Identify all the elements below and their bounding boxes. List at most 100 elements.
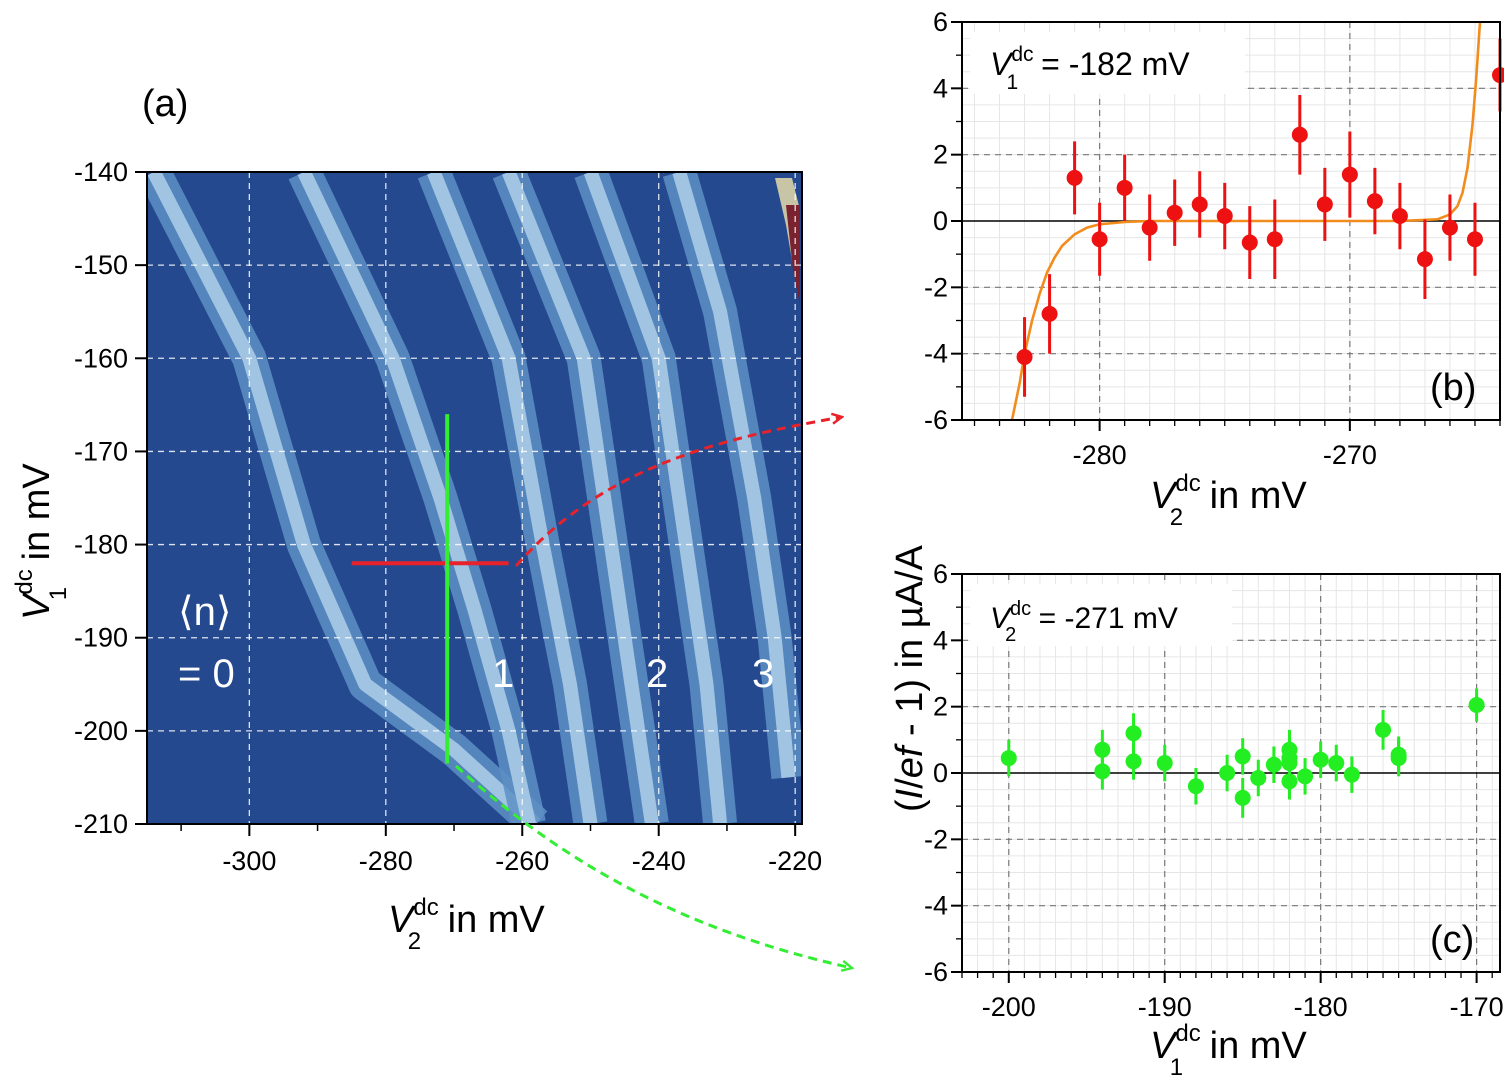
c-data-point xyxy=(1156,755,1173,772)
heatmap-frame xyxy=(146,171,803,825)
occupation-label-two: 2 xyxy=(646,652,668,696)
heatmap-y-tick-label: -210 xyxy=(74,809,128,839)
panel-b-y-ticks: -6 -4 -2 0 2 4 6 xyxy=(924,7,962,435)
b-y-tick-label: -2 xyxy=(924,272,948,302)
c-data-point xyxy=(1265,756,1282,773)
b-data-point xyxy=(1441,219,1458,236)
b-x-tick-label: -270 xyxy=(1323,440,1377,470)
b-y-tick-label: 2 xyxy=(933,140,948,170)
red-link-arrow xyxy=(514,417,842,567)
panel-c-legend: Vdc 2 = -271 mV xyxy=(990,598,1178,646)
b-data-point xyxy=(1492,67,1504,84)
occupation-label-bracket: ⟨n⟩ xyxy=(178,590,231,634)
green-link-arrow xyxy=(454,764,852,968)
c-x-tick-label: -190 xyxy=(1138,992,1192,1022)
c-data-point xyxy=(1343,766,1360,783)
b-data-point xyxy=(1191,196,1208,213)
b-x-tick-label: -280 xyxy=(1073,440,1127,470)
band-core-5 xyxy=(672,172,796,779)
band-core-0 xyxy=(147,172,541,824)
heatmap-y-tick-label: -190 xyxy=(74,623,128,653)
panel-c: Vdc 2 = -271 mV -200 -190 -180 -170 -6 -4 -2 0 2… xyxy=(924,559,1504,1078)
c-data-point xyxy=(1187,778,1204,795)
b-data-point xyxy=(1366,193,1383,210)
b-y-tick-label: -6 xyxy=(924,405,948,435)
heatmap-x-ticks: -300 -280 -260 -240 -220 xyxy=(180,824,822,876)
c-data-point xyxy=(1297,768,1314,785)
panel-c-y-ticks: -6 -4 -2 0 2 4 6 xyxy=(924,559,962,987)
c-y-tick-label: 4 xyxy=(933,625,948,655)
b-data-point xyxy=(1416,251,1433,268)
panel-c-points xyxy=(1000,688,1485,818)
c-y-tick-label: 6 xyxy=(933,559,948,589)
occupation-label-one: 1 xyxy=(492,652,514,696)
b-data-point xyxy=(1166,204,1183,221)
heatmap-x-tick-label: -220 xyxy=(768,846,822,876)
heatmap-y-tick-label: -170 xyxy=(74,436,128,466)
c-data-point xyxy=(1281,773,1298,790)
panel-c-legend-box xyxy=(970,584,1232,646)
panel-b-legend: Vdc 1 = -182 mV xyxy=(990,43,1190,94)
b-data-point xyxy=(1141,219,1158,236)
occupation-label-zero: = 0 xyxy=(178,652,235,696)
b-data-point xyxy=(1466,231,1483,248)
panel-b-fit-curve xyxy=(1010,22,1482,420)
c-data-point xyxy=(1328,755,1345,772)
panel-b-x-ticks: -280 -270 xyxy=(973,420,1501,470)
occupation-label-three: 3 xyxy=(752,652,774,696)
c-y-tick-label: -6 xyxy=(924,957,948,987)
panel-b: Vdc 1 = -182 mV -280 -270 -6 -4 -2 0 2 4 6 (b) V… xyxy=(924,7,1504,531)
heatmap-x-tick-label: -300 xyxy=(222,846,276,876)
c-data-point xyxy=(1094,763,1111,780)
heatmap-y-tick-label: -200 xyxy=(74,716,128,746)
b-data-point xyxy=(1391,208,1408,225)
c-data-point xyxy=(1000,750,1017,767)
c-x-tick-label: -200 xyxy=(982,992,1036,1022)
panel-b-x-axis-title: Vdc 2 in mV xyxy=(1150,470,1307,531)
b-data-point xyxy=(1016,348,1033,365)
b-data-point xyxy=(1066,169,1083,186)
b-y-tick-label: 6 xyxy=(933,7,948,37)
b-data-point xyxy=(1041,305,1058,322)
b-data-point xyxy=(1091,231,1108,248)
b-data-point xyxy=(1291,126,1308,143)
c-data-point xyxy=(1312,751,1329,768)
c-data-point xyxy=(1468,697,1485,714)
panel-b-label: (b) xyxy=(1430,367,1476,409)
b-y-tick-label: 4 xyxy=(933,73,948,103)
b-data-point xyxy=(1116,179,1133,196)
heatmap-x-tick-label: -260 xyxy=(495,846,549,876)
b-y-tick-label: -4 xyxy=(924,339,948,369)
c-data-point xyxy=(1375,721,1392,738)
heatmap-x-tick-label: -280 xyxy=(359,846,413,876)
panel-c-label: (c) xyxy=(1430,919,1474,961)
heatmap-y-tick-label: -150 xyxy=(74,250,128,280)
c-data-point xyxy=(1234,789,1251,806)
panel-c-x-axis-title: Vdc 1 in mV xyxy=(1150,1020,1307,1078)
band-core-1 xyxy=(297,172,536,824)
b-data-point xyxy=(1266,231,1283,248)
panel-c-x-ticks: -200 -190 -180 -170 xyxy=(961,972,1504,1022)
heatmap-x-tick-label: -240 xyxy=(632,846,686,876)
c-y-tick-label: 2 xyxy=(933,692,948,722)
heatmap-y-ticks: -140 -150 -160 -170 -180 -190 -200 -210 xyxy=(74,157,147,839)
b-data-point xyxy=(1341,166,1358,183)
hot-corner xyxy=(775,178,800,305)
panel-a: (a) -300 -280 -260 -240 -220 -140 -150 -160 -17… xyxy=(11,83,822,955)
heatmap-y-axis-title: Vdc 1 in mV xyxy=(11,463,72,620)
c-data-point xyxy=(1094,741,1111,758)
shared-y-axis-title: (I/ef - 1) in µA/A xyxy=(889,544,931,812)
panel-b-legend-box xyxy=(970,32,1245,94)
b-data-point xyxy=(1316,196,1333,213)
c-data-point xyxy=(1250,769,1267,786)
panel-b-points xyxy=(1016,38,1504,397)
c-y-tick-label: 0 xyxy=(933,758,948,788)
c-data-point xyxy=(1234,748,1251,765)
heatmap-y-tick-label: -180 xyxy=(74,530,128,560)
heatmap-y-tick-label: -140 xyxy=(74,157,128,187)
c-x-tick-label: -180 xyxy=(1294,992,1348,1022)
heatmap-x-axis-title: Vdc 2 in mV xyxy=(388,894,545,955)
c-y-tick-label: -4 xyxy=(924,891,948,921)
hot-corner-dark xyxy=(786,205,800,305)
